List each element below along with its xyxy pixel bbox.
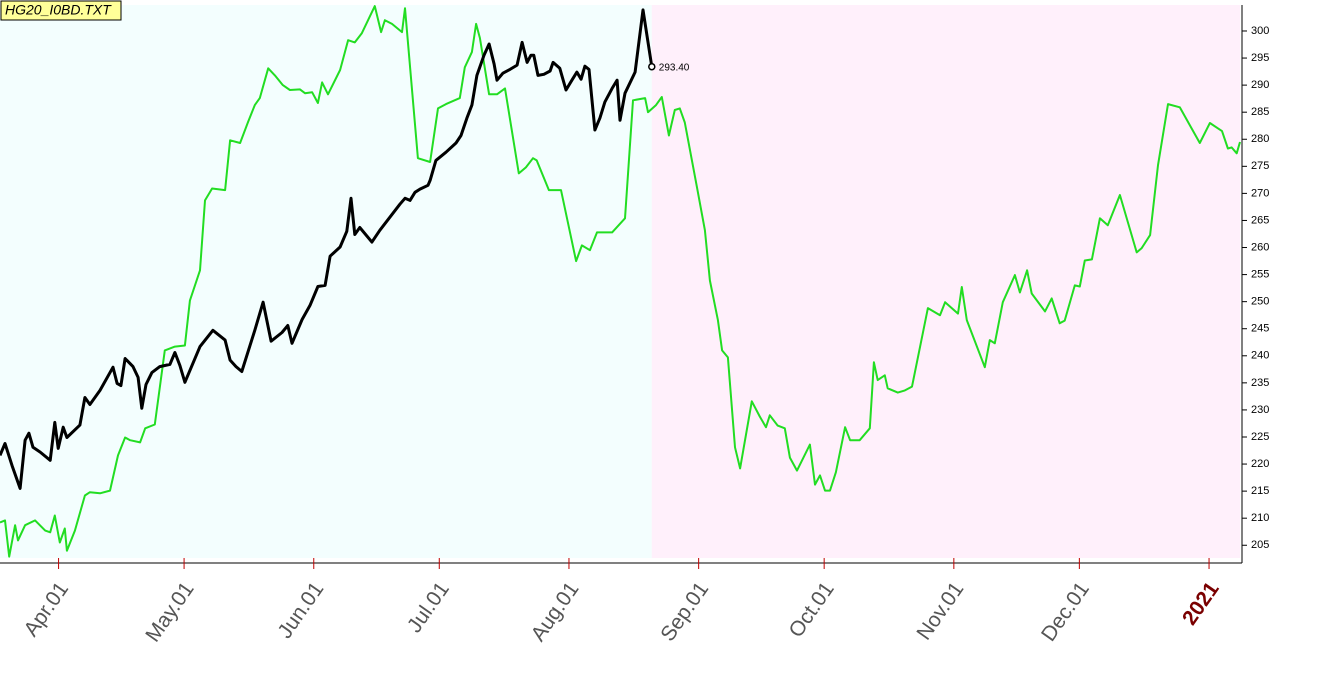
y-tick-label: 295: [1251, 52, 1269, 64]
background: 205 210 215 220 225 230 235 240 245 250 255 260 265 2…: [0, 5, 1269, 646]
x-tick-label: Aug.01: [527, 578, 584, 646]
chart-title: HG20_I0BD.TXT: [5, 2, 112, 18]
x-tick-label: Jun.01: [273, 578, 328, 643]
y-tick-label: 260: [1251, 241, 1269, 253]
x-tick-label: May.01: [141, 578, 198, 646]
future-background: [651, 5, 1240, 558]
x-tick-label: Apr.01: [20, 578, 74, 641]
y-tick-label: 230: [1251, 404, 1269, 416]
plot: 293.40: [0, 5, 1241, 558]
title-box: [0, 0, 122, 21]
y-tick-label: 270: [1251, 187, 1269, 199]
y-tick-label: 220: [1251, 458, 1269, 470]
x-tick-label: Dec.01: [1037, 578, 1094, 646]
y-tick-label: 275: [1251, 160, 1269, 172]
y-tick-label: 300: [1251, 25, 1269, 37]
y-tick-label: 255: [1251, 268, 1269, 280]
y-tick-label: 280: [1251, 133, 1269, 145]
y-tick-label: 285: [1251, 106, 1269, 118]
x-tick-label: Sep.01: [656, 578, 713, 646]
y-tick-label: 265: [1251, 214, 1269, 226]
y-tick-label: 210: [1251, 512, 1269, 524]
y-tick-label: 240: [1251, 350, 1269, 362]
x-tick-label: Oct.01: [784, 578, 838, 642]
x-tick-label: Nov.01: [912, 578, 968, 644]
series-line: [0, 5, 1241, 558]
y-tick-label: 245: [1251, 323, 1269, 335]
y-tick-label: 235: [1251, 377, 1269, 389]
y-tick-label: 205: [1251, 539, 1269, 551]
y-tick-label: 290: [1251, 79, 1269, 91]
y-tick-label: 215: [1251, 485, 1269, 497]
end-marker: [648, 62, 656, 71]
y-tick-label: 225: [1251, 431, 1269, 443]
x-tick-label: Jul.01: [403, 578, 454, 637]
y-tick-label: 250: [1251, 296, 1269, 308]
x-tick-label: 2021: [1178, 578, 1224, 630]
series-line: [0, 8, 654, 490]
value-label: 293.40: [659, 62, 690, 73]
